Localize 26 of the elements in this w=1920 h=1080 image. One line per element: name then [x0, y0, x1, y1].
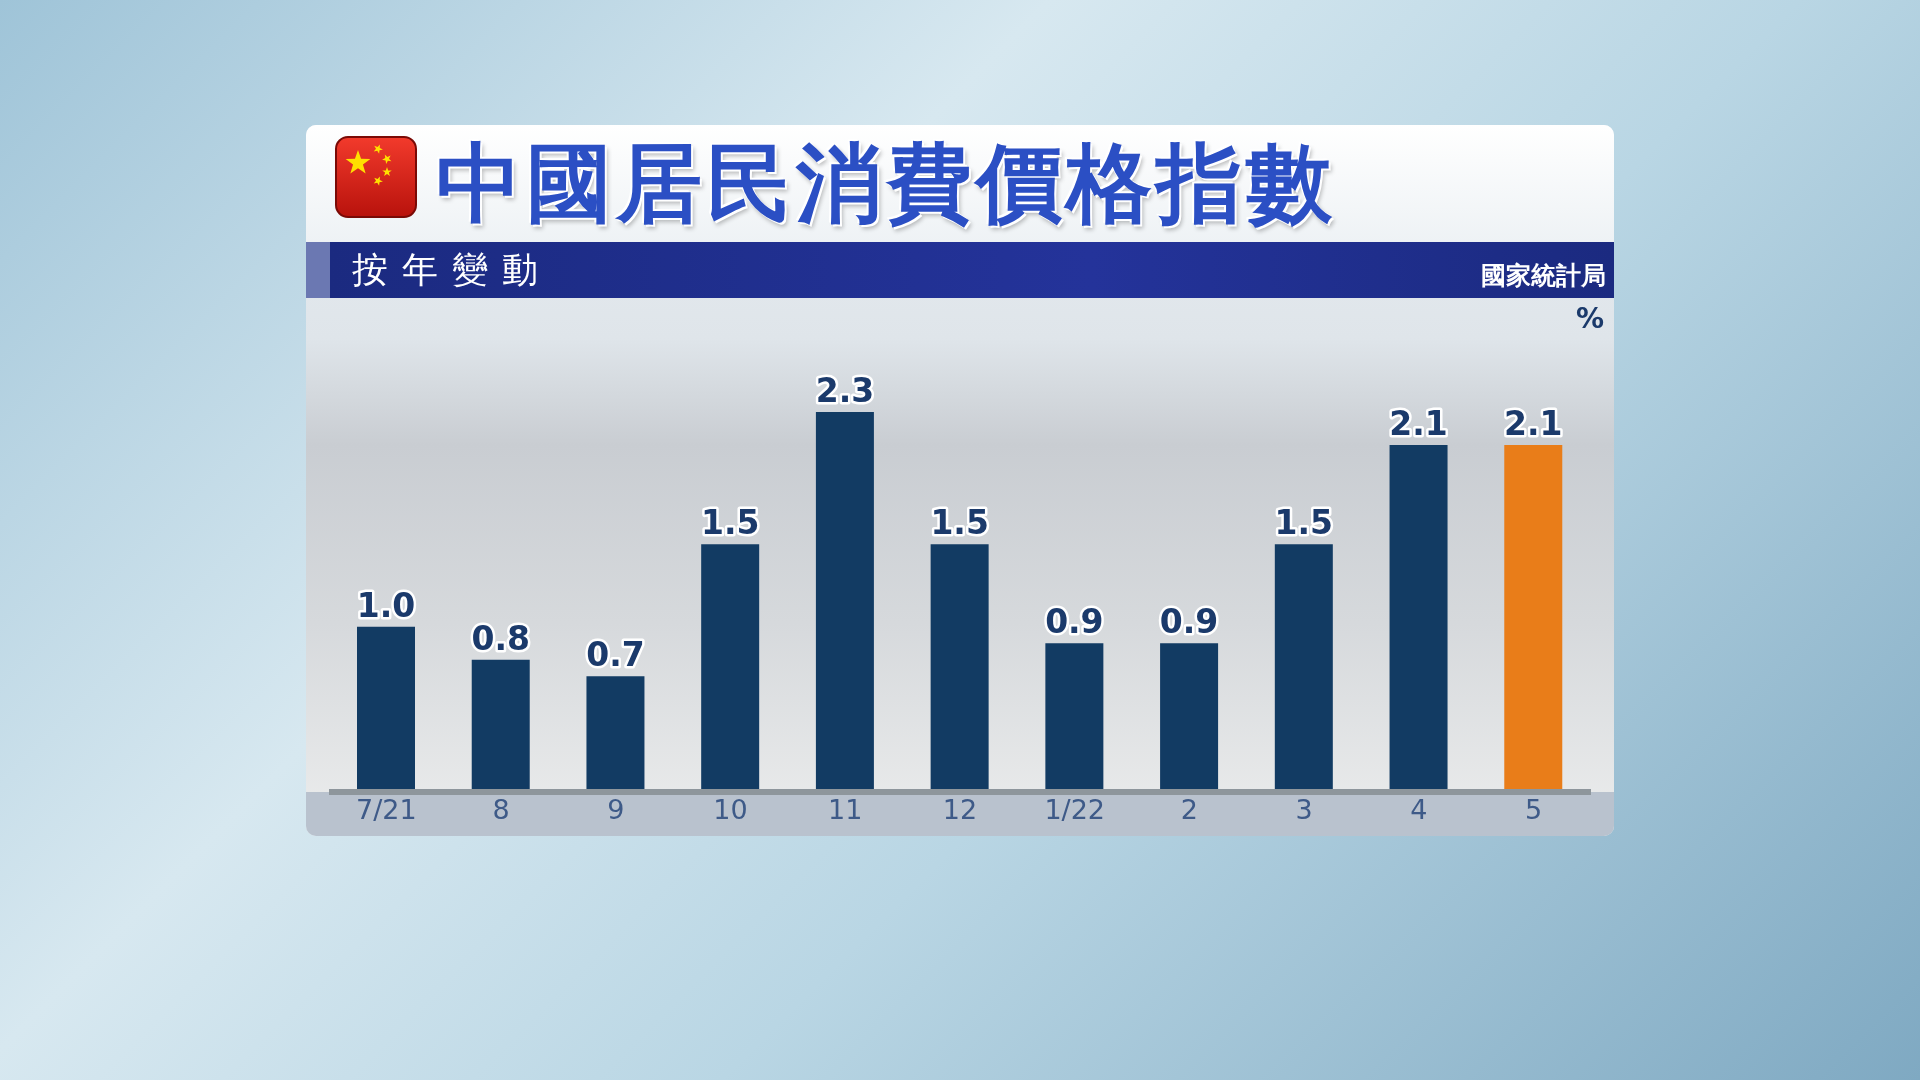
x-tick-label: 7/21 [356, 794, 417, 826]
data-label: 2.1 [1504, 404, 1563, 444]
x-tick-label: 10 [713, 794, 748, 826]
y-axis-title: % [1575, 302, 1604, 335]
x-tick-label: 1/22 [1044, 794, 1106, 826]
data-label: 1.5 [1274, 503, 1334, 543]
chart-subtitle: 按年變動 [352, 248, 552, 292]
data-label: 1.5 [700, 503, 760, 543]
data-label: 0.8 [471, 618, 530, 658]
data-label: 0.9 [1159, 602, 1219, 642]
data-label: 1.5 [930, 503, 989, 543]
data-label: 2.1 [1389, 404, 1448, 444]
x-tick-label: 3 [1295, 794, 1313, 826]
chart-title: 中國居民消費價格指數 [436, 132, 1336, 235]
x-tick-label: 5 [1525, 794, 1543, 826]
x-tick-label: 8 [492, 794, 510, 826]
data-label: 0.9 [1045, 602, 1104, 642]
data-label: 0.7 [586, 635, 645, 675]
x-tick-label: 11 [828, 794, 863, 826]
data-label: 2.3 [815, 371, 875, 410]
x-tick-label: 2 [1180, 794, 1199, 826]
x-tick-label: 9 [607, 794, 625, 826]
text: 國家統計局 [1481, 260, 1606, 292]
x-tick-label: 4 [1410, 794, 1428, 826]
data-label: 1.0 [356, 585, 416, 625]
x-tick-label: 12 [942, 794, 978, 826]
